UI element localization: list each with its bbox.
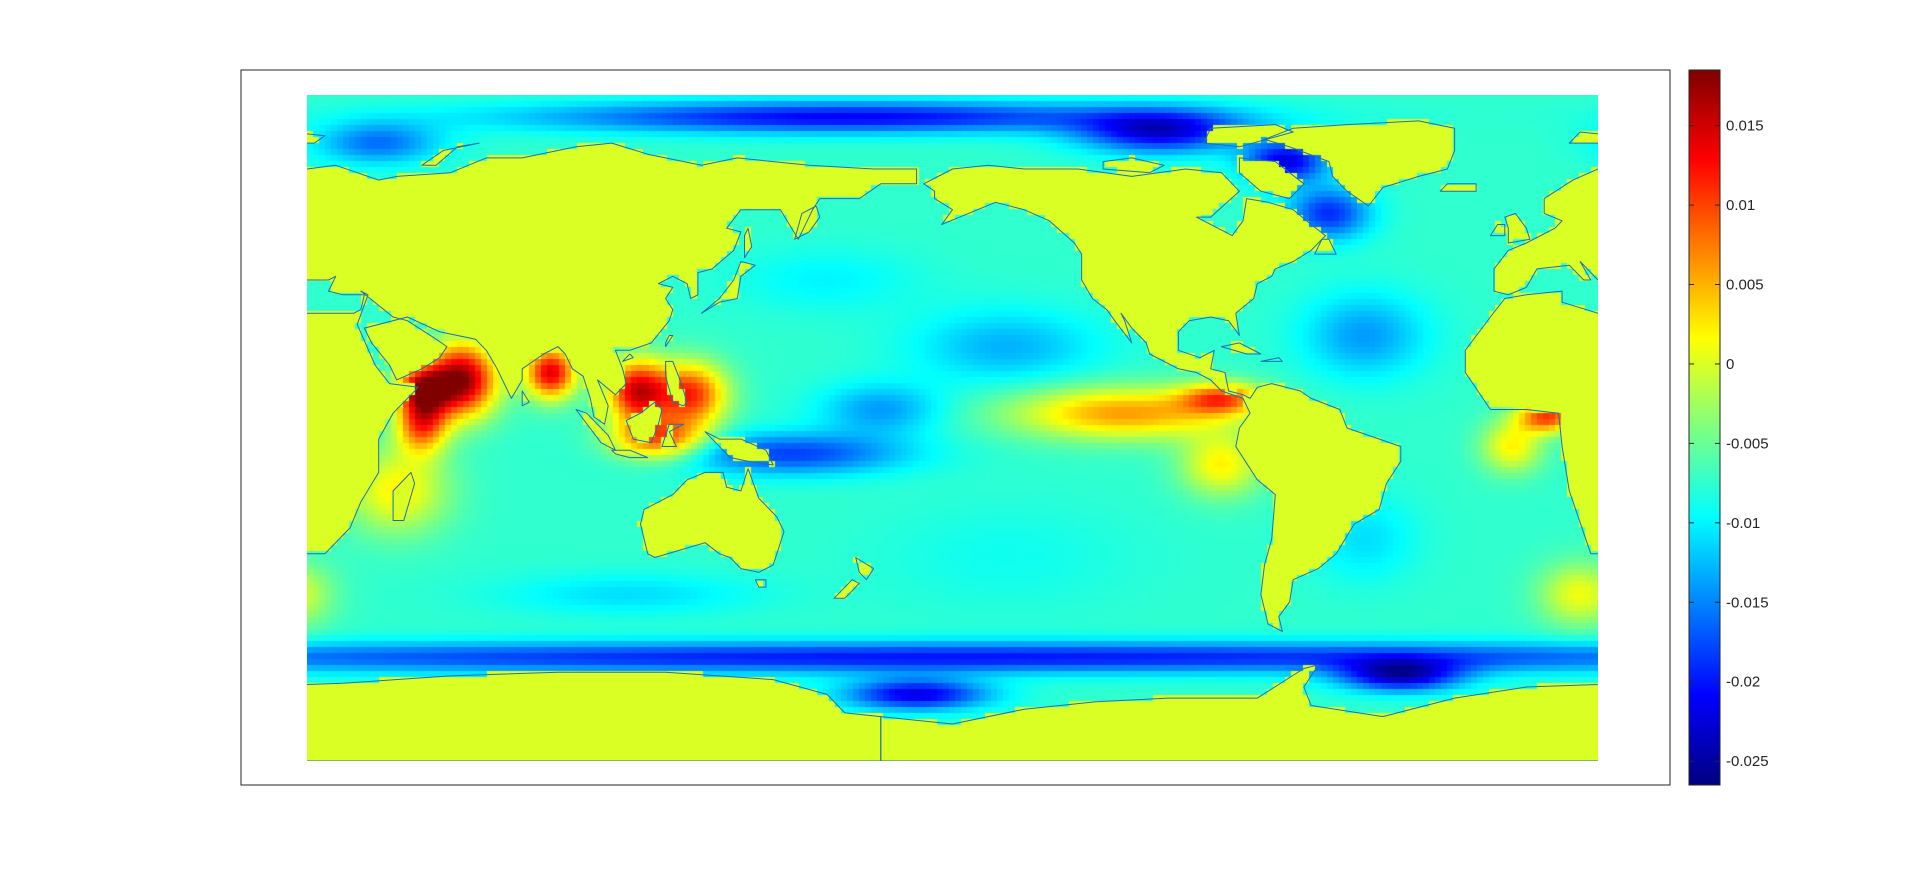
coastline-kamchatka bbox=[794, 205, 821, 240]
coastline-new-zealand-south bbox=[833, 579, 860, 599]
coastline-australia bbox=[640, 468, 785, 573]
coastline-java bbox=[1903, 450, 1920, 457]
coastline-ireland bbox=[199, 225, 213, 236]
coastline-greenland bbox=[0, 121, 164, 206]
coastline-sri-lanka bbox=[1813, 391, 1820, 406]
colorbar-tick-label: -0.005 bbox=[1726, 435, 1769, 452]
coastline-svalbard bbox=[1568, 131, 1598, 144]
coastline-new-zealand-north bbox=[855, 557, 875, 581]
coastline-baffin-island bbox=[0, 158, 13, 199]
coastline-iceland bbox=[1439, 183, 1477, 192]
coastline-java bbox=[611, 449, 649, 459]
coastline-sulawesi bbox=[661, 423, 684, 447]
colorbar-tick-label: -0.015 bbox=[1726, 594, 1769, 611]
coastline-novaya-zemlya bbox=[421, 142, 480, 166]
colorbar-tick-label: -0.02 bbox=[1726, 674, 1760, 691]
coastline-cuba bbox=[1221, 342, 1262, 355]
coastline-new-guinea bbox=[704, 431, 774, 466]
coastline-sri-lanka bbox=[521, 390, 530, 407]
colorbar-tick-label: -0.01 bbox=[1726, 515, 1760, 532]
coastline-americas bbox=[923, 164, 1402, 632]
coastline-hispaniola bbox=[1260, 357, 1283, 362]
coastline-sakhalin bbox=[744, 227, 753, 259]
coastline-svalbard bbox=[307, 133, 326, 144]
coastline-british-isles bbox=[214, 213, 239, 243]
coastline-iceland bbox=[149, 184, 185, 191]
coastline-philippines bbox=[665, 360, 688, 407]
colorbar-tick-label: 0 bbox=[1726, 356, 1734, 373]
coastline-novaya-zemlya bbox=[1713, 143, 1770, 165]
coastline-newfoundland bbox=[1314, 238, 1337, 255]
coastline-ireland bbox=[1489, 224, 1506, 237]
coastline-victoria-island bbox=[1102, 157, 1165, 174]
colorbar-ticks: 0.015 0.01 0.005 0 -0.005 -0.01 -0.015 -0.02 -0.… bbox=[1689, 118, 1769, 770]
coastline-greenland bbox=[1264, 120, 1456, 207]
coastline-africa-eurasia bbox=[307, 142, 918, 555]
colorbar-tick-label: 0.005 bbox=[1726, 277, 1764, 294]
coastline-british-isles bbox=[1504, 212, 1531, 244]
coastline-japan bbox=[701, 261, 756, 314]
coastline-baffin-island bbox=[1238, 157, 1305, 200]
coastline-antarctica bbox=[880, 664, 1598, 761]
coastline-americas bbox=[0, 165, 110, 631]
coastline-hainan bbox=[1914, 354, 1920, 361]
coastline-madagascar bbox=[392, 471, 416, 521]
anomaly-heatmap bbox=[307, 95, 1598, 761]
colorbar-tick-label: 0.01 bbox=[1726, 197, 1755, 214]
colorbar-tick-label: -0.025 bbox=[1726, 753, 1769, 770]
coastlines bbox=[0, 120, 1920, 761]
coastline-sumatra bbox=[575, 409, 616, 451]
coastline-antarctica bbox=[307, 671, 882, 761]
coastline-tasmania bbox=[754, 579, 767, 588]
coastline-hainan bbox=[622, 353, 634, 362]
coastline-africa-eurasia bbox=[1464, 168, 1598, 555]
coastline-borneo bbox=[625, 401, 663, 444]
heatmap-raster bbox=[307, 95, 1598, 761]
colorbar bbox=[1688, 69, 1721, 786]
coastline-sumatra bbox=[1867, 410, 1906, 451]
coastline-ellesmere-island bbox=[1203, 124, 1294, 148]
coastline-ellesmere-island bbox=[0, 125, 2, 147]
colorbar-tick-label: 0.015 bbox=[1726, 118, 1764, 135]
coastline-taiwan bbox=[665, 335, 674, 348]
coastline-newfoundland bbox=[24, 239, 46, 254]
